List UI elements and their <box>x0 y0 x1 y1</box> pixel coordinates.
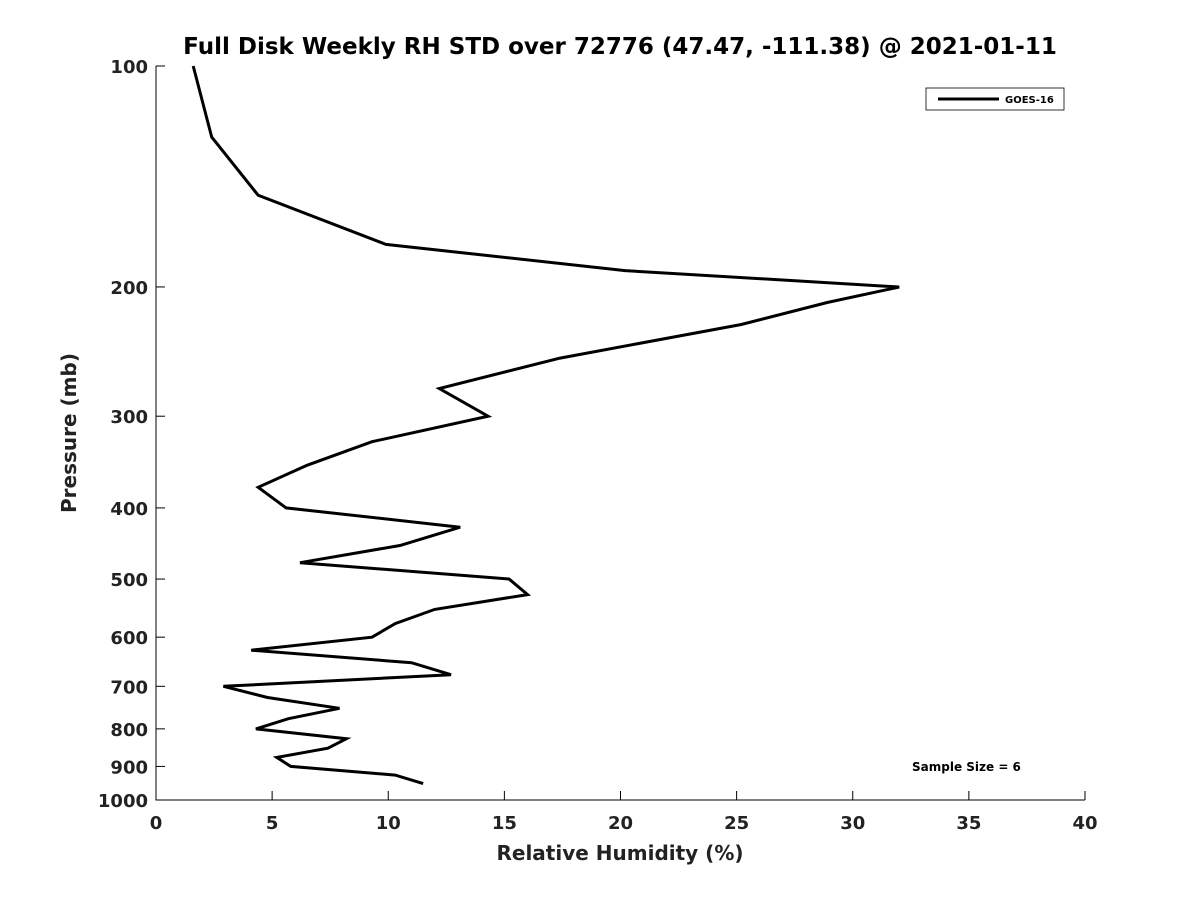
legend: GOES-16 <box>925 87 1065 111</box>
y-tick-label: 800 <box>110 720 148 741</box>
x-axis-ticks: 0 5 10 15 20 25 30 35 40 <box>150 791 1098 834</box>
y-tick-label: 200 <box>110 278 148 299</box>
x-tick-label: 30 <box>840 813 865 834</box>
axes <box>155 66 1085 801</box>
legend-label-goes16: GOES-16 <box>1005 95 1054 106</box>
x-tick-label: 35 <box>956 813 981 834</box>
y-axis-ticks: 100 200 300 400 500 600 700 800 900 1000 <box>98 57 165 812</box>
x-tick-label: 10 <box>376 813 401 834</box>
x-tick-label: 5 <box>266 813 279 834</box>
y-tick-label: 400 <box>110 499 148 520</box>
y-tick-label: 100 <box>110 57 148 78</box>
y-tick-label: 900 <box>110 757 148 778</box>
y-tick-label: 600 <box>110 628 148 649</box>
series-line-goes16 <box>191 65 900 786</box>
y-axis-label: Pressure (mb) <box>57 353 81 513</box>
chart-title: Full Disk Weekly RH STD over 72776 (47.4… <box>183 34 1057 60</box>
x-tick-label: 15 <box>492 813 517 834</box>
x-tick-label: 0 <box>150 813 163 834</box>
x-tick-label: 20 <box>608 813 633 834</box>
y-tick-label: 300 <box>110 407 148 428</box>
y-tick-label: 500 <box>110 570 148 591</box>
x-tick-label: 40 <box>1072 813 1097 834</box>
x-tick-label: 25 <box>724 813 749 834</box>
sample-size-annotation: Sample Size = 6 <box>912 760 1021 774</box>
x-axis-label: Relative Humidity (%) <box>496 841 743 865</box>
y-tick-label: 700 <box>110 677 148 698</box>
y-tick-label: 1000 <box>98 791 148 812</box>
